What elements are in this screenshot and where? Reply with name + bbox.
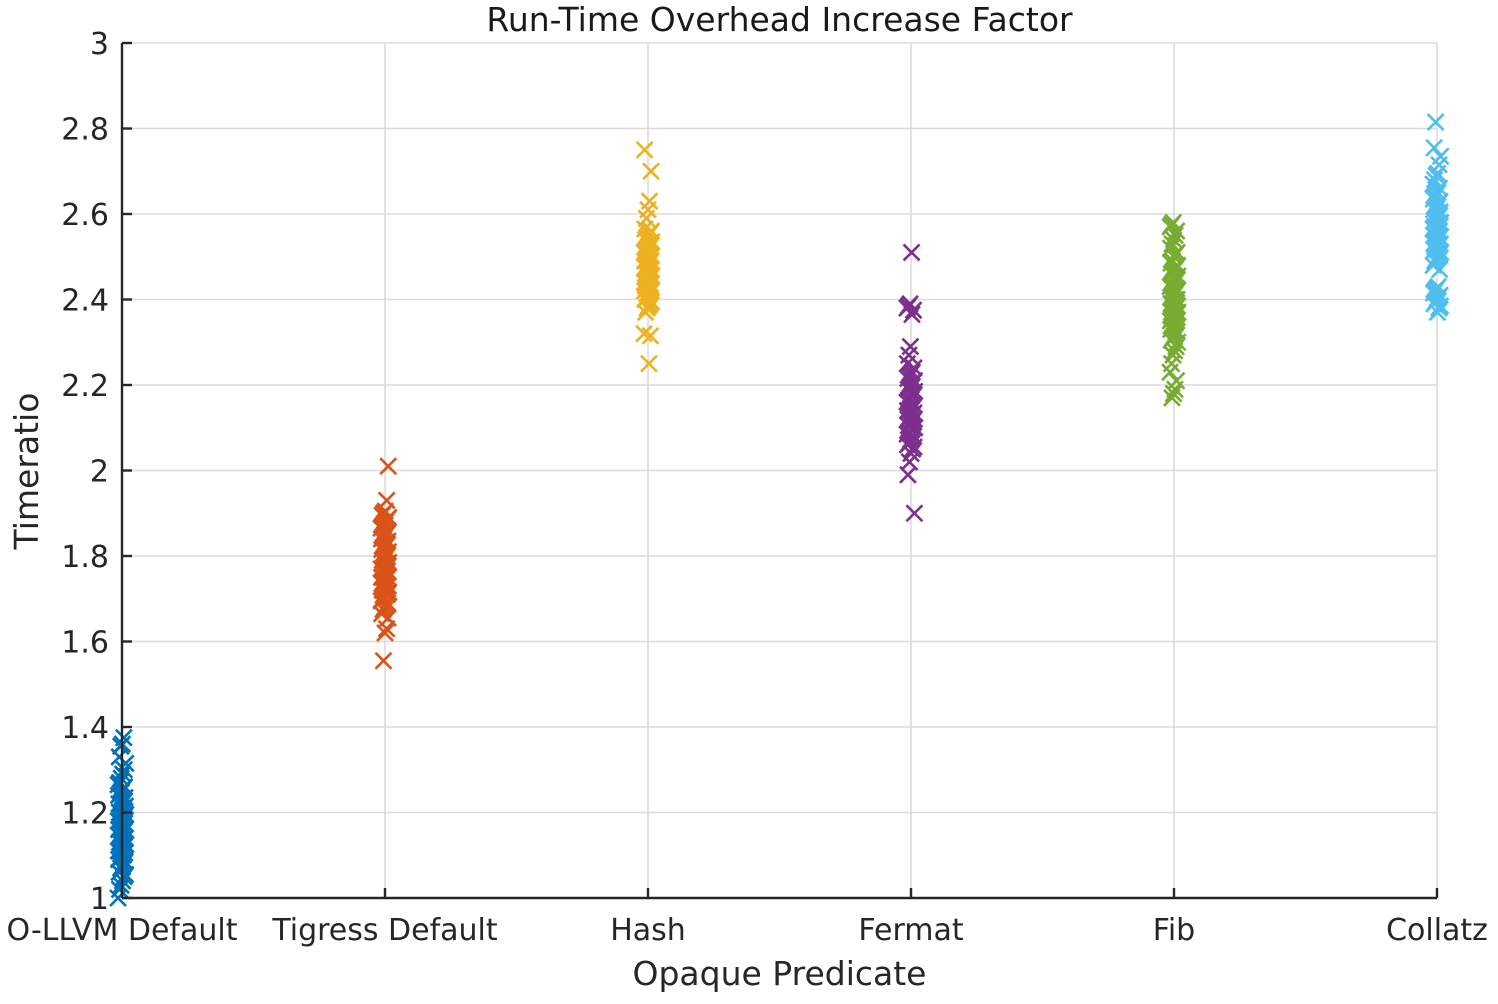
x-tick-label: Tigress Default <box>271 913 498 948</box>
data-point-marker <box>1167 371 1186 390</box>
chart-title: Run-Time Overhead Increase Factor <box>486 0 1073 39</box>
y-tick-label: 2.4 <box>61 284 109 319</box>
data-point-marker <box>1429 277 1448 296</box>
data-point-marker <box>902 243 921 262</box>
data-point-marker <box>374 651 393 670</box>
data-point-marker <box>1429 183 1447 202</box>
x-tick-label: Fib <box>1153 913 1195 948</box>
data-point-marker <box>377 491 396 510</box>
series-fib <box>1161 213 1187 407</box>
data-point-marker <box>114 728 133 747</box>
y-tick-label: 1.6 <box>61 626 109 661</box>
data-point-marker <box>905 504 924 523</box>
data-point-marker <box>641 326 660 345</box>
data-point-marker <box>640 354 658 373</box>
data-point-marker <box>376 624 394 642</box>
data-point-marker <box>642 222 661 241</box>
x-tick-label: Fermat <box>858 913 963 948</box>
data-point-marker <box>115 760 134 779</box>
data-point-marker <box>901 294 919 313</box>
data-point-marker <box>1426 113 1445 132</box>
series-fermat <box>898 243 924 523</box>
data-point-marker <box>635 140 654 159</box>
y-axis-title: Timeratio <box>7 392 46 550</box>
data-point-marker <box>1425 138 1444 157</box>
x-tick-label: O-LLVM Default <box>7 913 238 948</box>
y-tick-label: 1.8 <box>61 540 109 575</box>
y-tick-label: 2.6 <box>61 198 109 233</box>
series-hash <box>635 140 661 373</box>
series-tigress-default <box>372 457 398 670</box>
data-point-marker <box>901 337 920 356</box>
y-tick-label: 3 <box>90 27 109 62</box>
data-point-marker <box>903 363 922 382</box>
data-point-marker <box>635 324 653 343</box>
data-point-marker <box>642 162 660 181</box>
series-collatz <box>1424 113 1450 322</box>
data-point-marker <box>1164 213 1183 232</box>
y-tick-label: 1 <box>90 882 109 917</box>
x-axis-title: Opaque Predicate <box>632 954 927 993</box>
y-tick-label: 2.2 <box>61 369 109 404</box>
y-tick-label: 1.4 <box>61 711 109 746</box>
x-tick-label: Hash <box>610 913 686 948</box>
y-tick-label: 2 <box>90 455 109 490</box>
data-point-marker <box>379 457 398 476</box>
y-tick-label: 1.2 <box>61 797 109 832</box>
data-point-marker <box>640 192 659 211</box>
data-point-marker <box>1431 147 1450 166</box>
y-tick-label: 2.8 <box>61 113 109 148</box>
x-tick-label: Collatz <box>1386 913 1488 948</box>
